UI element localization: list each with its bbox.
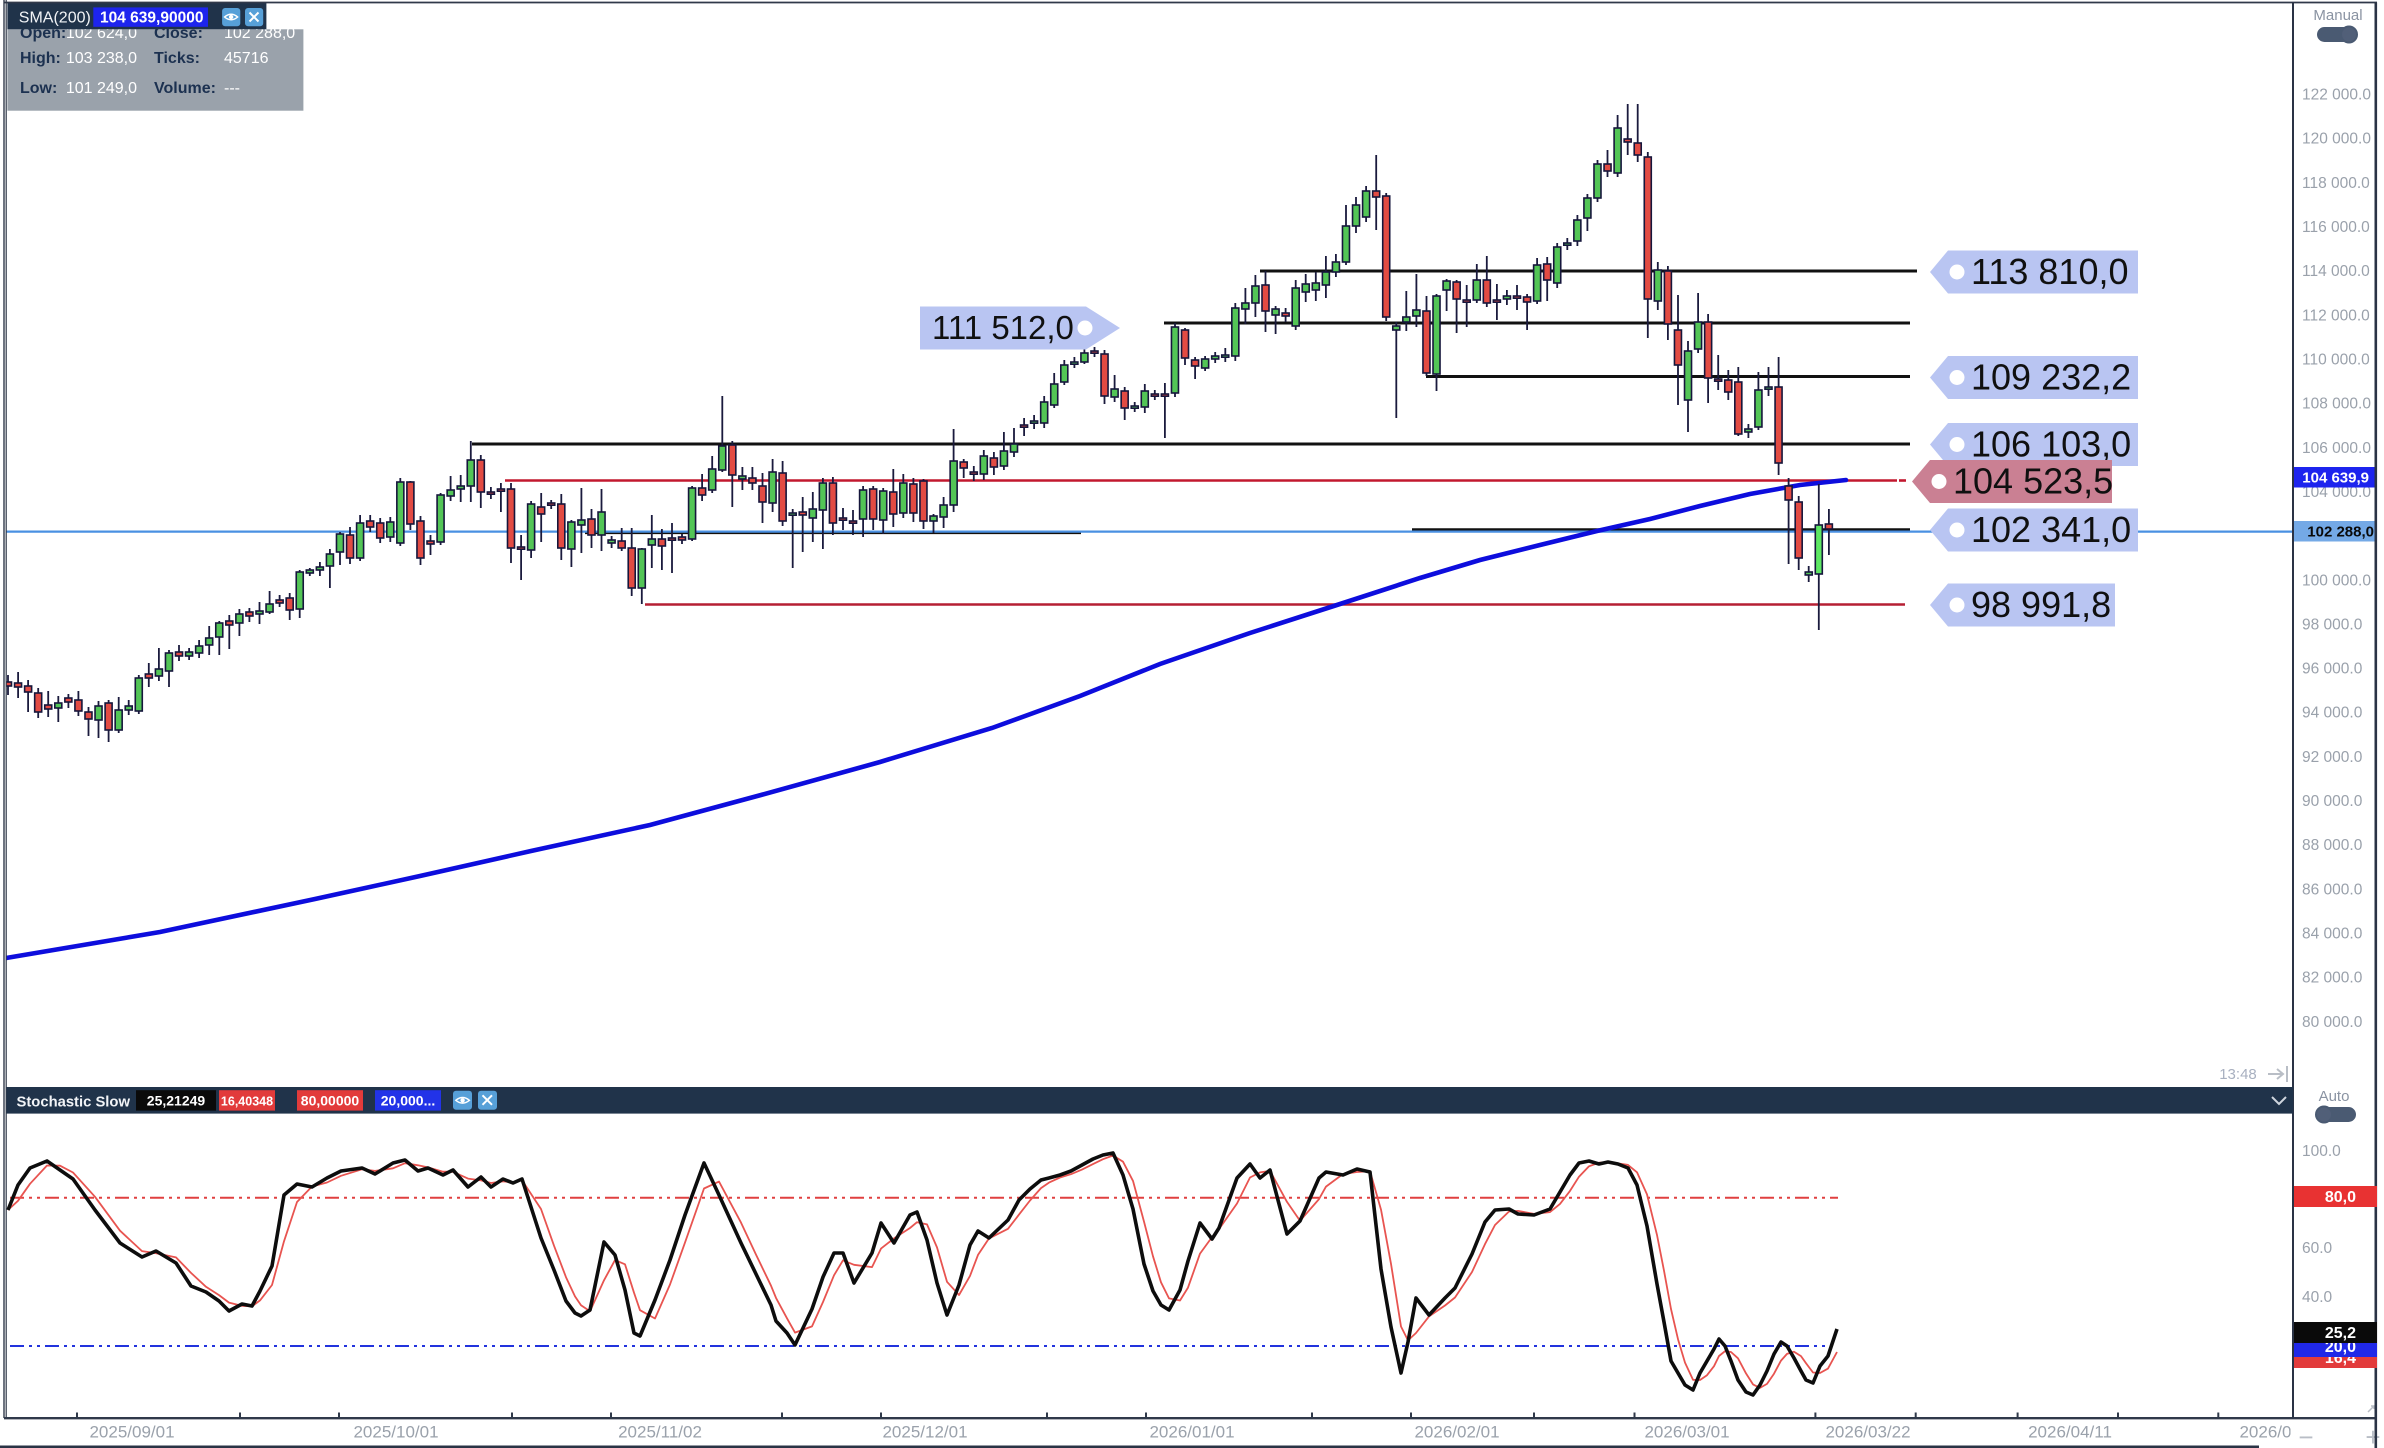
svg-text:SMA(200): SMA(200) bbox=[19, 10, 91, 27]
svg-text:Manual: Manual bbox=[2313, 7, 2362, 24]
svg-text:Stochastic Slow: Stochastic Slow bbox=[17, 1095, 131, 1111]
svg-text:106 103,0: 106 103,0 bbox=[1971, 424, 2131, 465]
svg-text:20,000...: 20,000... bbox=[381, 1093, 436, 1109]
svg-text:2026/05/02: 2026/05/02 bbox=[2239, 1423, 2324, 1442]
svg-text:102 288,0: 102 288,0 bbox=[2307, 524, 2374, 541]
svg-text:2025/10/01: 2025/10/01 bbox=[353, 1423, 438, 1442]
svg-text:110 000.0: 110 000.0 bbox=[2302, 352, 2370, 369]
svg-text:114 000.0: 114 000.0 bbox=[2302, 263, 2370, 280]
svg-text:2026/02/01: 2026/02/01 bbox=[1414, 1423, 1499, 1442]
svg-text:98 000.0: 98 000.0 bbox=[2302, 616, 2363, 633]
svg-text:109 232,2: 109 232,2 bbox=[1971, 357, 2131, 398]
svg-text:Auto: Auto bbox=[2319, 1088, 2350, 1105]
svg-text:Volume:: Volume: bbox=[154, 80, 216, 97]
svg-text:92 000.0: 92 000.0 bbox=[2302, 749, 2363, 766]
svg-text:116 000.0: 116 000.0 bbox=[2302, 219, 2370, 236]
svg-text:25,21249: 25,21249 bbox=[147, 1093, 206, 1109]
svg-text:−: − bbox=[2298, 1422, 2313, 1448]
svg-text:96 000.0: 96 000.0 bbox=[2302, 661, 2363, 678]
svg-text:---: --- bbox=[224, 80, 240, 97]
svg-text:13:48: 13:48 bbox=[2219, 1066, 2257, 1083]
svg-text:80 000.0: 80 000.0 bbox=[2302, 1014, 2363, 1031]
svg-text:86 000.0: 86 000.0 bbox=[2302, 881, 2363, 898]
svg-text:118 000.0: 118 000.0 bbox=[2302, 175, 2370, 192]
svg-text:101 249,0: 101 249,0 bbox=[66, 80, 137, 97]
svg-text:106 000.0: 106 000.0 bbox=[2302, 440, 2371, 457]
svg-text:102 341,0: 102 341,0 bbox=[1971, 509, 2131, 550]
svg-text:2025/11/02: 2025/11/02 bbox=[618, 1423, 702, 1442]
svg-text:103 238,0: 103 238,0 bbox=[66, 50, 137, 67]
svg-text:2026/03/01: 2026/03/01 bbox=[1644, 1423, 1729, 1442]
svg-text:Ticks:: Ticks: bbox=[154, 50, 200, 67]
svg-text:+: + bbox=[2365, 1422, 2380, 1448]
svg-text:20,0: 20,0 bbox=[2325, 1339, 2356, 1356]
svg-text:2025/12/01: 2025/12/01 bbox=[882, 1423, 967, 1442]
svg-text:80,00000: 80,00000 bbox=[301, 1093, 360, 1109]
svg-text:60.0: 60.0 bbox=[2302, 1240, 2333, 1257]
svg-text:98 991,8: 98 991,8 bbox=[1971, 584, 2111, 625]
svg-text:16,40348: 16,40348 bbox=[221, 1095, 273, 1109]
svg-text:45716: 45716 bbox=[224, 50, 269, 67]
svg-text:2026/03/22: 2026/03/22 bbox=[1825, 1423, 1910, 1442]
svg-text:113 810,0: 113 810,0 bbox=[1971, 251, 2128, 292]
svg-text:104 000.0: 104 000.0 bbox=[2302, 484, 2371, 501]
svg-text:122 000.0: 122 000.0 bbox=[2302, 87, 2371, 104]
svg-text:Low:: Low: bbox=[20, 80, 57, 97]
svg-text:2025/09/01: 2025/09/01 bbox=[89, 1423, 174, 1442]
svg-text:82 000.0: 82 000.0 bbox=[2302, 970, 2363, 987]
svg-text:108 000.0: 108 000.0 bbox=[2302, 396, 2371, 413]
svg-text:94 000.0: 94 000.0 bbox=[2302, 705, 2363, 722]
svg-text:40.0: 40.0 bbox=[2302, 1289, 2333, 1306]
svg-text:2026/04/11: 2026/04/11 bbox=[2028, 1423, 2112, 1442]
svg-text:25,2: 25,2 bbox=[2325, 1325, 2356, 1342]
svg-text:112 000.0: 112 000.0 bbox=[2302, 307, 2370, 324]
svg-text:84 000.0: 84 000.0 bbox=[2302, 926, 2363, 943]
svg-text:High:: High: bbox=[20, 50, 61, 67]
svg-text:88 000.0: 88 000.0 bbox=[2302, 837, 2363, 854]
svg-text:104 523,5: 104 523,5 bbox=[1953, 461, 2113, 502]
svg-text:100.0: 100.0 bbox=[2302, 1143, 2341, 1160]
svg-text:120 000.0: 120 000.0 bbox=[2302, 131, 2371, 148]
svg-text:90 000.0: 90 000.0 bbox=[2302, 793, 2363, 810]
svg-text:104 639,90000: 104 639,90000 bbox=[100, 10, 203, 27]
svg-text:100 000.0: 100 000.0 bbox=[2302, 572, 2371, 589]
svg-text:104 639,9: 104 639,9 bbox=[2302, 470, 2369, 487]
svg-text:111 512,0: 111 512,0 bbox=[932, 309, 1074, 346]
svg-text:80,0: 80,0 bbox=[2325, 1189, 2356, 1206]
svg-text:2026/01/01: 2026/01/01 bbox=[1149, 1423, 1234, 1442]
